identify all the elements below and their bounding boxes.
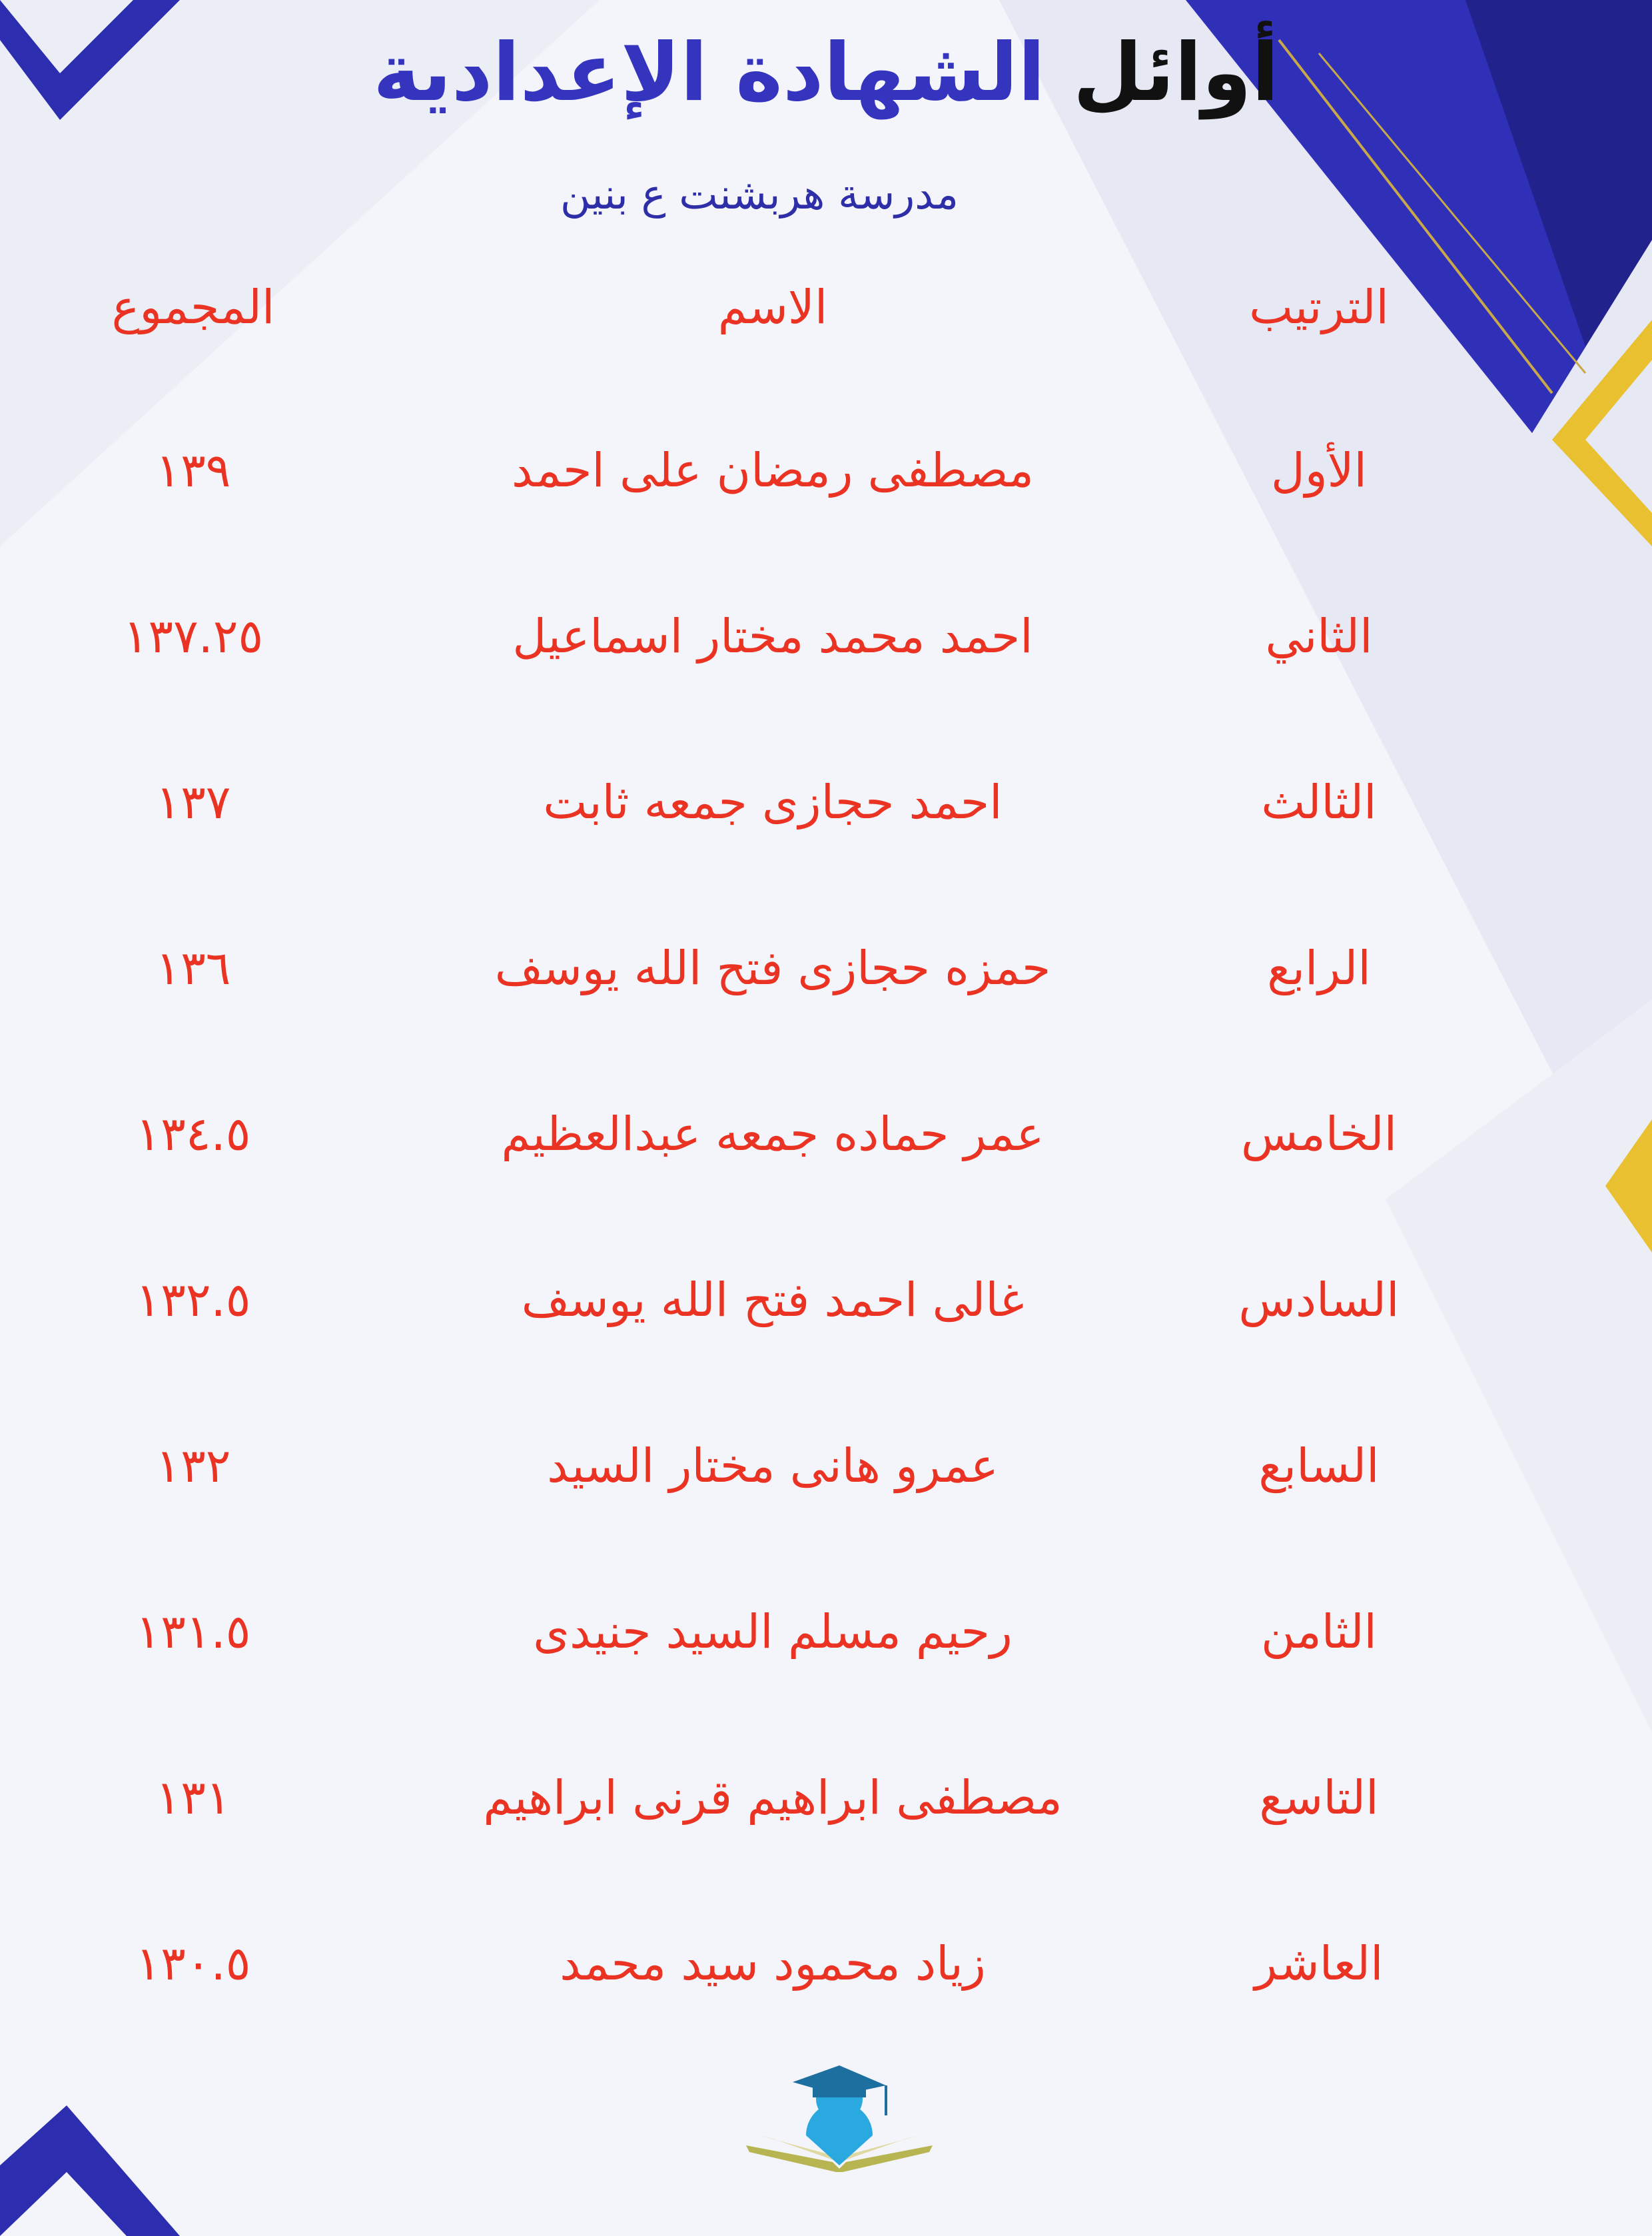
rank-cell: الثاني [1265, 609, 1373, 664]
rank-cell: الخامس [1240, 1107, 1398, 1161]
name-cell: احمد حجازى جمعه ثابت [543, 775, 1003, 830]
table-row: الرابع حمزه حجازى فتح الله يوسف ١٣٦ [0, 941, 1652, 1021]
name-cell: زياد محمود سيد محمد [560, 1936, 986, 1991]
name-cell: احمد محمد مختار اسماعيل [512, 609, 1033, 664]
rank-cell: السادس [1238, 1273, 1400, 1327]
table-row: الثالث احمد حجازى جمعه ثابت ١٣٧ [0, 775, 1652, 855]
table-row: الخامس عمر حماده جمعه عبدالعظيم ١٣٤.٥ [0, 1107, 1652, 1187]
column-header-rank: الترتيب [1249, 280, 1389, 334]
page-title: أوائل الشهادة الإعدادية [0, 27, 1652, 119]
rank-cell: التاسع [1259, 1770, 1379, 1825]
rank-cell: السابع [1258, 1438, 1380, 1493]
name-cell: عمرو هانى مختار السيد [547, 1438, 999, 1493]
name-cell: حمزه حجازى فتح الله يوسف [494, 941, 1051, 995]
gold-chevron-small [1605, 1119, 1652, 1253]
rank-cell: الأول [1270, 443, 1368, 498]
name-cell: رحيم مسلم السيد جنيدى [533, 1604, 1013, 1659]
gold-chevron [1552, 320, 1652, 546]
total-cell: ١٣١.٥ [135, 1604, 251, 1659]
title-part-1: أوائل [1072, 27, 1279, 119]
table-row: الثاني احمد محمد مختار اسماعيل ١٣٧.٢٥ [0, 609, 1652, 689]
total-cell: ١٣٤.٥ [135, 1107, 251, 1161]
table-row: العاشر زياد محمود سيد محمد ١٣٠.٥ [0, 1936, 1652, 2016]
rank-cell: الرابع [1267, 941, 1371, 995]
total-cell: ١٣٧ [155, 775, 231, 830]
total-cell: ١٣٠.٥ [135, 1936, 251, 1991]
table-header: الترتيب الاسم المجموع [0, 280, 1652, 360]
rank-cell: الثامن [1260, 1604, 1377, 1659]
name-cell: مصطفى ابراهيم قرنى ابراهيم [483, 1770, 1062, 1825]
rank-cell: الثالث [1261, 775, 1377, 830]
total-cell: ١٣٧.٢٥ [123, 609, 264, 664]
top-left-chevron [0, 0, 180, 120]
total-cell: ١٣٢.٥ [135, 1273, 251, 1327]
column-header-total: المجموع [111, 280, 275, 334]
table-row: الثامن رحيم مسلم السيد جنيدى ١٣١.٥ [0, 1604, 1652, 1684]
name-cell: مصطفى رمضان على احمد [511, 443, 1034, 498]
total-cell: ١٣٢ [155, 1438, 231, 1493]
table-row: السادس غالى احمد فتح الله يوسف ١٣٢.٥ [0, 1273, 1652, 1353]
total-cell: ١٣٩ [155, 443, 231, 498]
name-cell: عمر حماده جمعه عبدالعظيم [501, 1107, 1044, 1161]
school-name: مدرسة هربشنت ع بنين [560, 170, 959, 219]
total-cell: ١٣١ [155, 1770, 231, 1825]
table-row: الأول مصطفى رمضان على احمد ١٣٩ [0, 443, 1652, 523]
column-header-name: الاسم [717, 280, 828, 334]
rank-cell: العاشر [1254, 1936, 1384, 1991]
total-cell: ١٣٦ [155, 941, 231, 995]
table-row: التاسع مصطفى ابراهيم قرنى ابراهيم ١٣١ [0, 1770, 1652, 1850]
name-cell: غالى احمد فتح الله يوسف [521, 1273, 1025, 1327]
bottom-left-chevron [0, 2105, 180, 2236]
title-part-2: الشهادة الإعدادية [373, 27, 1046, 119]
table-row: السابع عمرو هانى مختار السيد ١٣٢ [0, 1438, 1652, 1518]
nezakr-logo [746, 2065, 933, 2172]
